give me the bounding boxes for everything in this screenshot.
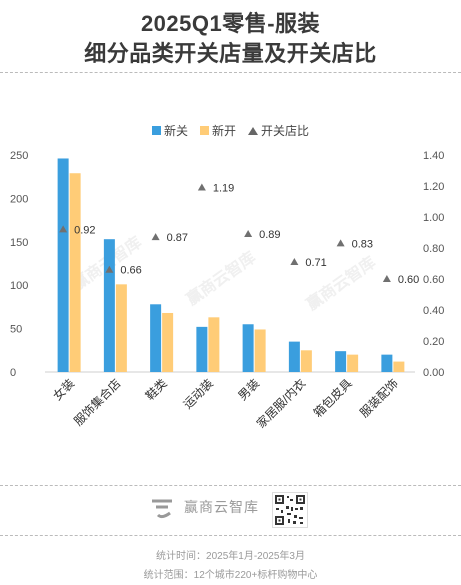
x-tick-label: 服饰集合店 (70, 376, 123, 429)
ratio-marker (382, 275, 391, 282)
bar-closed (335, 351, 347, 372)
chart-title-line1: 2025Q1零售-服装 (140, 11, 321, 36)
bar-opened (254, 329, 266, 372)
bar-closed (381, 354, 393, 372)
y-left-tick-label: 100 (10, 280, 28, 292)
y-right-tick-label: 0.00 (423, 367, 444, 379)
legend-item-opened: 新开 (199, 122, 236, 139)
ratio-marker (290, 257, 299, 265)
legend-item-closed: 新关 (151, 122, 188, 139)
bar-closed (288, 341, 300, 372)
bar-closed (196, 326, 208, 372)
bar-opened (300, 350, 312, 372)
brand-name: 赢商云智库 (184, 499, 259, 515)
bar-opened (162, 312, 174, 372)
y-left-tick-label: 50 (10, 324, 22, 336)
legend-label-ratio: 开关店比 (261, 124, 310, 138)
legend-swatch-closed (151, 126, 161, 135)
bar-closed (150, 304, 162, 372)
ratio-label: 0.71 (305, 257, 326, 269)
ratio-label: 0.87 (167, 232, 188, 244)
chart-area: 0 50 100 150 200 250 0.00 0.20 0.40 0.60 0.80 1.00 1… (10, 150, 444, 431)
ratio-label: 1.19 (213, 183, 234, 195)
x-tick-label: 服装配饰 (357, 376, 401, 420)
bar-closed (103, 239, 115, 372)
y-right-tick-label: 1.20 (423, 181, 444, 193)
bar-opened (393, 361, 405, 372)
legend-label-closed: 新关 (163, 124, 188, 138)
footer-divider-bottom (0, 535, 461, 536)
x-tick-label: 家居服/内衣 (253, 376, 308, 431)
footer-stat-time: 统计时间：2025年1月-2025年3月 (156, 551, 305, 562)
ratio-label: 0.92 (74, 224, 95, 236)
y-right-tick-label: 0.20 (423, 336, 444, 348)
ratio-label: 0.89 (259, 229, 280, 241)
ratio-marker (59, 225, 68, 233)
bar-opened (115, 284, 127, 372)
legend-item-ratio: 开关店比 (248, 122, 309, 139)
chart-legend: 新关 新开 开关店比 (0, 122, 461, 139)
bar-opened (69, 173, 81, 372)
ratio-label: 0.66 (120, 265, 141, 277)
y-right-tick-label: 1.00 (423, 212, 444, 224)
ratio-label: 0.83 (352, 238, 373, 250)
footer-divider-top (0, 485, 461, 486)
bar-closed (57, 158, 69, 372)
x-tick-label: 鞋类 (142, 376, 170, 404)
legend-swatch-opened (199, 126, 209, 135)
footer-stat-scope: 统计范围：12个城市220+标杆购物中心 (143, 570, 318, 581)
footer-brand: 赢商云智库 (148, 493, 259, 521)
y-left-tick-label: 150 (10, 237, 28, 249)
ratio-marker (197, 183, 206, 191)
y-left-tick-label: 200 (10, 193, 28, 205)
y-left-tick-label: 250 (10, 150, 28, 162)
y-right-tick-label: 0.60 (423, 274, 444, 286)
bar-closed (242, 324, 254, 372)
ratio-marker (151, 233, 160, 241)
header-divider (0, 72, 461, 73)
x-tick-label: 男装 (235, 376, 262, 403)
x-tick-label: 女装 (50, 376, 78, 404)
bar-opened (347, 354, 359, 372)
ratio-marker (105, 265, 114, 273)
qr-code-icon (272, 492, 308, 528)
ratio-label: 0.60 (398, 274, 419, 286)
ratio-marker (336, 239, 345, 247)
y-left-tick-label: 0 (10, 367, 16, 379)
ratio-marker (244, 230, 253, 238)
bar-opened (208, 317, 220, 372)
brand-logo-icon (148, 493, 176, 521)
x-tick-label: 箱包皮具 (310, 376, 355, 421)
y-right-tick-label: 0.40 (423, 305, 444, 317)
y-right-tick-label: 0.80 (423, 243, 444, 255)
chart-title-line2: 细分品类开关店量及开关店比 (84, 41, 377, 66)
legend-label-opened: 新开 (211, 124, 236, 138)
legend-marker-ratio (248, 126, 258, 135)
y-right-tick-label: 1.40 (423, 150, 444, 162)
x-tick-label: 运动装 (181, 376, 216, 411)
